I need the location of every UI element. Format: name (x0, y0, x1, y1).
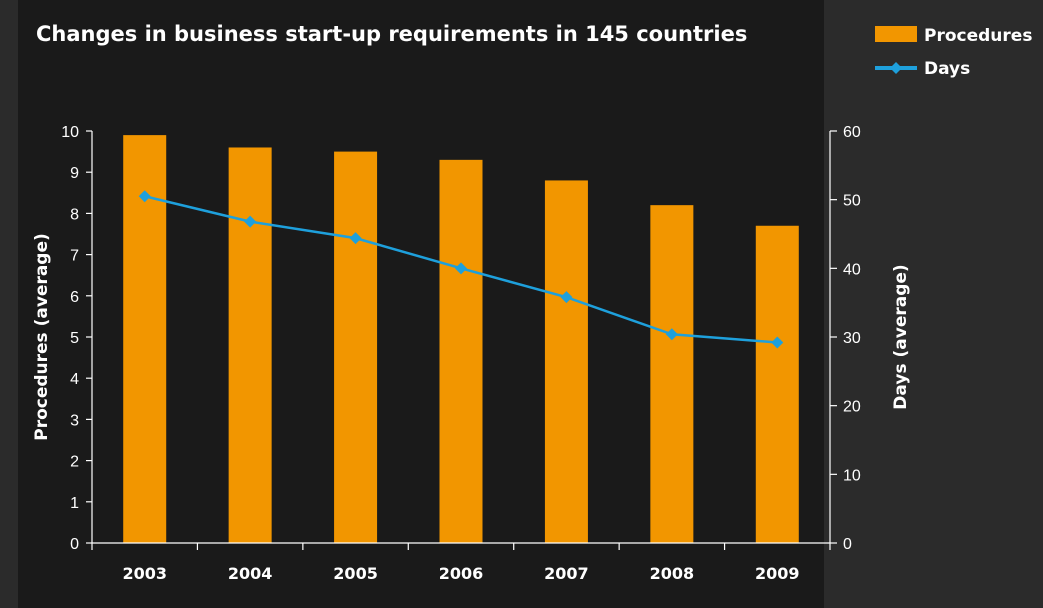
chart-title: Changes in business start-up requirement… (36, 22, 747, 46)
x-tick-label-2005: 2005 (333, 564, 378, 583)
y-left-tick-label: 10 (61, 124, 79, 141)
x-tick-label-2007: 2007 (544, 564, 589, 583)
y-right-tick-label: 0 (843, 536, 852, 553)
days-point-2005 (349, 232, 362, 245)
x-tick-label-2003: 2003 (122, 564, 167, 583)
bar-procedures-2007 (544, 180, 588, 543)
y-right-tick-label: 40 (843, 261, 861, 278)
y-right-tick-label: 20 (843, 399, 861, 416)
bar-procedures-2006 (439, 159, 483, 543)
y-right-tick-label: 60 (843, 124, 861, 141)
legend: Procedures Days (875, 26, 1032, 79)
bar-procedures-2005 (334, 151, 378, 543)
y-right-tick-label: 30 (843, 330, 861, 347)
y-left-tick-label: 1 (70, 495, 79, 512)
days-point-2008 (665, 328, 678, 341)
y-left-tick-label: 3 (70, 412, 79, 429)
days-point-2003 (138, 190, 151, 203)
y-left-tick-label: 6 (70, 289, 79, 306)
x-tick-label-2009: 2009 (755, 564, 800, 583)
bars (123, 135, 799, 544)
y-axis-left-title: Procedures (average) (32, 233, 52, 441)
y-left-tick-label: 5 (70, 330, 79, 347)
legend-swatch-procedures (875, 26, 917, 42)
y-left-tick-label: 0 (70, 536, 79, 553)
x-tick-label-2006: 2006 (439, 564, 484, 583)
x-tick-label-2004: 2004 (228, 564, 273, 583)
legend-label-days: Days (924, 59, 970, 79)
y-left-tick-label: 7 (70, 248, 79, 265)
days-series (138, 190, 784, 349)
days-point-2009 (771, 336, 784, 349)
axes: 0 1 2 3 4 5 6 7 8 9 10 0 10 20 30 40 50 60 2003 2004 2005 200… (61, 124, 861, 583)
y-left-tick-label: 8 (70, 206, 79, 223)
bar-procedures-2008 (650, 205, 694, 543)
y-right-tick-label: 10 (843, 467, 861, 484)
days-point-2006 (455, 262, 467, 275)
y-left-tick-label: 2 (70, 454, 79, 471)
y-right-tick-label: 50 (843, 193, 861, 210)
y-left-tick-label: 9 (70, 165, 79, 182)
bar-procedures-2009 (755, 225, 799, 543)
legend-marker-days (890, 62, 902, 74)
legend-label-procedures: Procedures (924, 26, 1032, 46)
x-tick-label-2008: 2008 (650, 564, 695, 583)
bar-procedures-2003 (123, 135, 167, 543)
days-point-2007 (560, 291, 573, 304)
y-left-tick-label: 4 (70, 371, 79, 388)
days-point-2004 (244, 215, 257, 228)
bar-procedures-2004 (228, 147, 272, 544)
y-axis-right-title: Days (average) (891, 264, 911, 409)
